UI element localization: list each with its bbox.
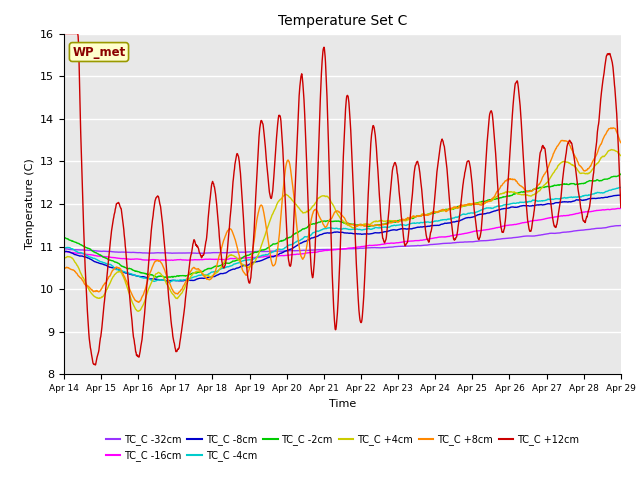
TC_C -2cm (308, 221, 316, 227)
TC_C -32cm (616, 223, 623, 228)
TC_C -4cm (308, 231, 316, 237)
X-axis label: Time: Time (329, 399, 356, 408)
TC_C -16cm (169, 257, 177, 263)
TC_C -16cm (60, 249, 68, 254)
TC_C -8cm (126, 271, 134, 277)
Line: TC_C -32cm: TC_C -32cm (64, 226, 621, 253)
TC_C +8cm (318, 218, 326, 224)
TC_C -32cm (318, 247, 326, 252)
TC_C -2cm (617, 171, 625, 177)
TC_C +12cm (60, 31, 68, 36)
TC_C -8cm (378, 230, 385, 236)
TC_C +4cm (308, 204, 316, 210)
TC_C +4cm (103, 286, 111, 292)
TC_C +4cm (617, 153, 625, 158)
TC_C -2cm (297, 228, 305, 234)
Line: TC_C +8cm: TC_C +8cm (64, 128, 621, 302)
TC_C -4cm (126, 271, 134, 276)
Line: TC_C -4cm: TC_C -4cm (64, 187, 621, 283)
TC_C +8cm (609, 125, 617, 131)
Line: TC_C +4cm: TC_C +4cm (64, 150, 621, 311)
TC_C -16cm (318, 248, 326, 254)
TC_C +8cm (378, 222, 385, 228)
TC_C +4cm (607, 147, 615, 153)
TC_C -16cm (308, 250, 316, 255)
TC_C -2cm (103, 256, 111, 262)
TC_C +4cm (126, 292, 134, 298)
TC_C +4cm (60, 255, 68, 261)
TC_C +8cm (103, 277, 111, 283)
Line: TC_C -2cm: TC_C -2cm (64, 174, 621, 278)
TC_C -16cm (617, 205, 625, 211)
TC_C +12cm (378, 219, 385, 225)
Line: TC_C -8cm: TC_C -8cm (64, 195, 621, 281)
Title: Temperature Set C: Temperature Set C (278, 14, 407, 28)
TC_C -4cm (616, 184, 623, 190)
Line: TC_C -16cm: TC_C -16cm (64, 208, 621, 260)
TC_C +12cm (92, 362, 99, 368)
TC_C +4cm (318, 193, 326, 199)
TC_C -2cm (164, 275, 172, 281)
TC_C +12cm (617, 204, 625, 210)
TC_C -2cm (318, 218, 326, 224)
TC_C +4cm (297, 207, 305, 213)
Y-axis label: Temperature (C): Temperature (C) (24, 158, 35, 250)
TC_C -4cm (60, 245, 68, 251)
TC_C -4cm (165, 280, 173, 286)
TC_C -4cm (378, 225, 385, 230)
TC_C -32cm (308, 247, 316, 253)
TC_C -2cm (60, 235, 68, 241)
TC_C -32cm (378, 245, 385, 251)
TC_C -32cm (297, 248, 305, 253)
TC_C -16cm (297, 251, 305, 257)
TC_C -8cm (297, 240, 305, 246)
TC_C -8cm (103, 263, 111, 269)
TC_C -4cm (297, 237, 305, 243)
TC_C -8cm (318, 231, 326, 237)
TC_C +4cm (134, 308, 142, 314)
TC_C -32cm (126, 250, 134, 255)
TC_C -16cm (126, 256, 134, 262)
TC_C -32cm (193, 251, 201, 256)
TC_C -2cm (126, 265, 134, 271)
Legend: TC_C -32cm, TC_C -16cm, TC_C -8cm, TC_C -4cm, TC_C -2cm, TC_C +4cm, TC_C +8cm, T: TC_C -32cm, TC_C -16cm, TC_C -8cm, TC_C … (102, 431, 583, 465)
TC_C +8cm (308, 213, 316, 218)
TC_C -16cm (103, 254, 111, 260)
TC_C -32cm (60, 246, 68, 252)
TC_C +12cm (318, 58, 326, 63)
TC_C +12cm (104, 268, 111, 274)
TC_C -2cm (378, 222, 385, 228)
TC_C -8cm (163, 278, 170, 284)
TC_C +12cm (297, 77, 305, 83)
TC_C +4cm (378, 218, 385, 224)
TC_C -4cm (617, 184, 625, 190)
TC_C -8cm (615, 192, 623, 198)
TC_C -8cm (308, 235, 316, 241)
TC_C -4cm (318, 227, 326, 232)
TC_C +8cm (134, 300, 142, 305)
TC_C -16cm (378, 241, 385, 247)
TC_C +8cm (297, 252, 305, 258)
TC_C +12cm (308, 273, 316, 279)
TC_C -4cm (103, 261, 111, 267)
TC_C +8cm (126, 287, 134, 292)
TC_C +8cm (60, 265, 68, 271)
Line: TC_C +12cm: TC_C +12cm (64, 34, 621, 365)
TC_C +12cm (126, 299, 134, 304)
TC_C -32cm (103, 249, 111, 254)
TC_C -8cm (617, 192, 625, 198)
TC_C -8cm (60, 249, 68, 254)
Text: WP_met: WP_met (72, 46, 125, 59)
TC_C +8cm (617, 140, 625, 145)
TC_C -16cm (614, 205, 621, 211)
TC_C -32cm (617, 223, 625, 228)
